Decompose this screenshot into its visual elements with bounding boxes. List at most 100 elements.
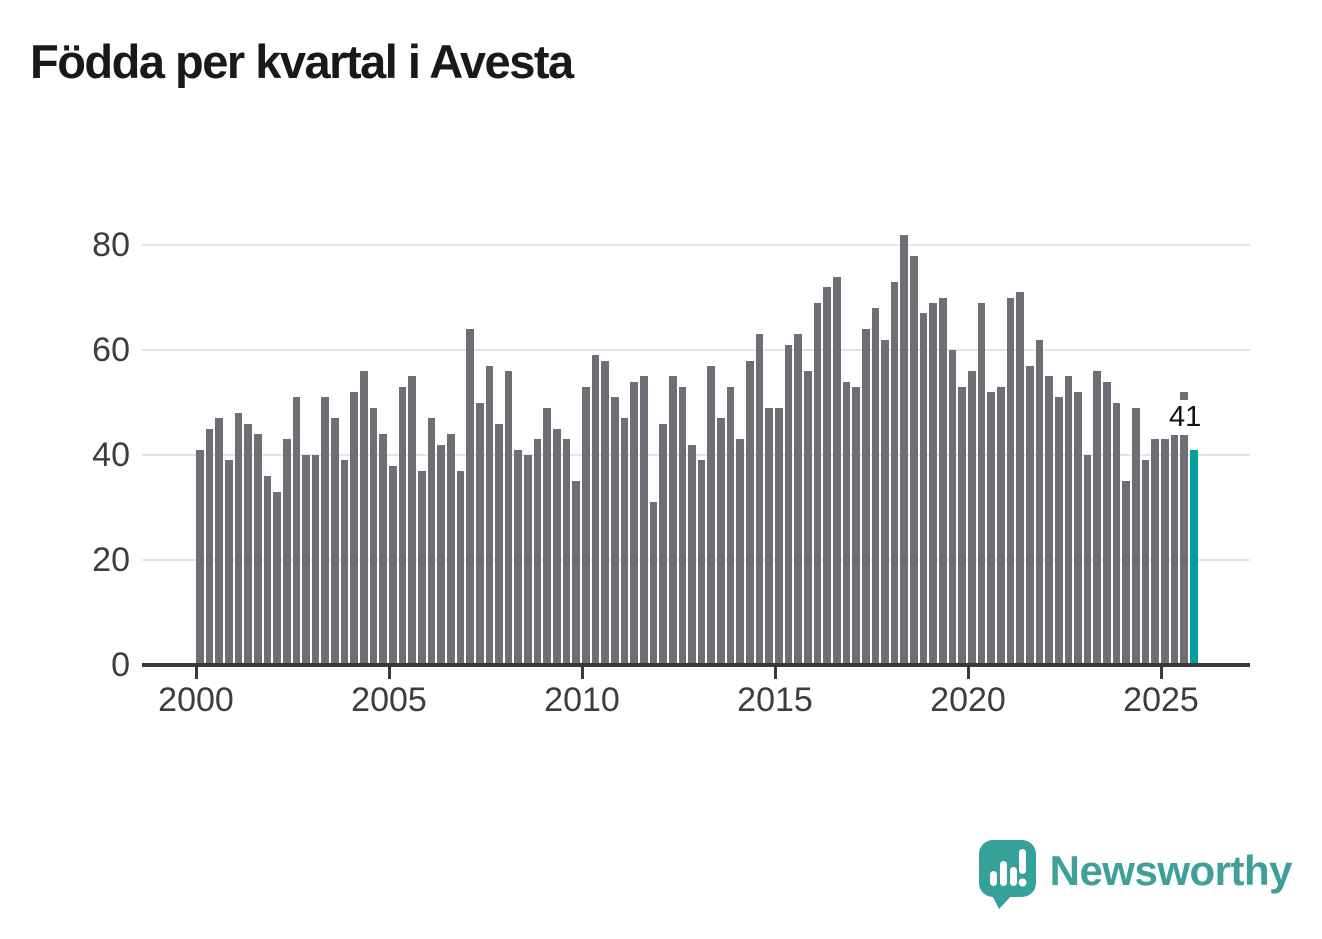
bar-2021-q2: [1016, 292, 1024, 665]
bar-2021-q1: [1006, 297, 1015, 665]
bar-2019-q2: [939, 297, 947, 665]
bar-2004-q3: [369, 407, 378, 665]
bar-2013-q1: [697, 460, 706, 665]
bar-2015-q4: [803, 371, 812, 665]
bar-2009-q4: [572, 481, 581, 665]
newsworthy-wordmark: Newsworthy: [1049, 847, 1293, 894]
bar-2003-q4: [340, 460, 349, 665]
bar-2001-q2: [244, 423, 252, 665]
bar-2005-q3: [408, 376, 416, 665]
bar-2010-q1: [582, 386, 590, 665]
y-axis-label-60: 60: [92, 331, 130, 369]
bar-2020-q2: [977, 302, 986, 665]
bar-2022-q4: [1074, 392, 1082, 665]
bar-2021-q4: [1035, 339, 1044, 665]
bar-2009-q1: [543, 407, 552, 665]
bar-2016-q4: [842, 381, 851, 665]
page-title: Födda per kvartal i Avesta: [30, 35, 574, 88]
bar-2011-q2: [630, 381, 638, 665]
y-axis-label-40: 40: [92, 436, 130, 474]
bar-2009-q3: [562, 439, 571, 665]
bar-2008-q3: [524, 455, 532, 665]
bar-2007-q1: [466, 329, 474, 665]
bar-2008-q1: [504, 371, 513, 665]
bar-2025-q3: [1180, 392, 1188, 665]
bar-2010-q4: [610, 397, 619, 665]
x-axis-label-2015: 2015: [737, 681, 813, 719]
bar-2022-q2: [1054, 397, 1063, 665]
bar-2017-q4: [881, 339, 889, 665]
bar-2000-q2: [205, 428, 214, 665]
bar-2012-q3: [678, 386, 687, 665]
bar-2017-q1: [852, 386, 860, 665]
bar-2019-q3: [948, 350, 957, 665]
y-axis-label-80: 80: [92, 226, 130, 264]
bar-2014-q3: [755, 334, 764, 665]
bar-2024-q1: [1122, 481, 1131, 665]
bar-2006-q2: [437, 444, 445, 665]
bar-2023-q1: [1083, 455, 1092, 665]
bar-2013-q4: [726, 386, 735, 665]
bar-2020-q3: [987, 392, 995, 665]
bar-2011-q3: [639, 376, 648, 665]
bar-2014-q1: [736, 439, 745, 665]
bar-2004-q1: [350, 392, 359, 665]
x-axis-tick-2015: [773, 666, 777, 679]
x-axis-tick-2000: [194, 666, 198, 679]
latest-value-label: 41: [1164, 400, 1207, 435]
x-axis-tick-2025: [1159, 666, 1163, 679]
bar-2024-q4: [1151, 439, 1160, 665]
bar-2001-q4: [263, 476, 272, 665]
bar-2003-q2: [321, 397, 330, 665]
x-axis-tick-2020: [966, 666, 970, 679]
bar-2006-q3: [446, 434, 455, 665]
x-axis-line: [142, 663, 1250, 667]
bar-2003-q3: [331, 418, 339, 665]
bar-2017-q3: [871, 308, 880, 665]
bar-2011-q1: [620, 418, 629, 665]
bar-2005-q2: [398, 386, 407, 665]
bar-2022-q1: [1045, 376, 1053, 665]
newsworthy-logo-icon: [978, 839, 1038, 915]
bar-2008-q2: [514, 449, 523, 665]
x-axis-tick-2005: [387, 666, 391, 679]
bar-2015-q1: [775, 407, 783, 665]
bar-2014-q2: [746, 360, 754, 665]
bar-2015-q3: [794, 334, 802, 665]
bar-2023-q3: [1103, 381, 1111, 665]
bar-2019-q4: [958, 386, 967, 665]
bar-2010-q2: [591, 355, 600, 665]
bar-2018-q1: [890, 281, 899, 665]
bar-2006-q4: [456, 470, 465, 665]
bar-2015-q2: [784, 344, 793, 665]
bar-2000-q3: [215, 418, 223, 665]
bar-2013-q2: [707, 365, 716, 665]
y-axis-label-20: 20: [92, 541, 130, 579]
bar-2007-q4: [495, 423, 503, 665]
bar-2023-q2: [1093, 371, 1102, 665]
bar-2007-q3: [485, 365, 494, 665]
x-axis-label-2025: 2025: [1123, 681, 1199, 719]
x-axis-tick-2010: [580, 666, 584, 679]
x-axis-label-2000: 2000: [158, 681, 234, 719]
bar-2021-q3: [1025, 365, 1034, 665]
branding: Newsworthy: [978, 839, 1293, 915]
gridline-y-40: [142, 454, 1250, 456]
y-axis-label-0: 0: [111, 646, 130, 684]
bar-2001-q1: [234, 413, 243, 665]
bar-2000-q4: [224, 460, 233, 665]
bar-2005-q1: [389, 465, 397, 665]
bar-2012-q1: [659, 423, 667, 665]
bar-2017-q2: [861, 329, 870, 665]
gridline-y-20: [142, 559, 1250, 561]
bar-2024-q2: [1132, 407, 1140, 665]
bar-2004-q4: [379, 434, 388, 665]
bar-2000-q1: [196, 449, 204, 665]
bar-2010-q3: [601, 360, 609, 665]
bar-2018-q2: [900, 234, 909, 665]
plot-area: 41 0 20 40 60 80 2000 2005 2010 2015 2020 2025: [92, 226, 1250, 719]
bar-2002-q1: [273, 491, 281, 665]
bar-2016-q3: [832, 276, 841, 665]
bar-2002-q3: [292, 397, 301, 665]
